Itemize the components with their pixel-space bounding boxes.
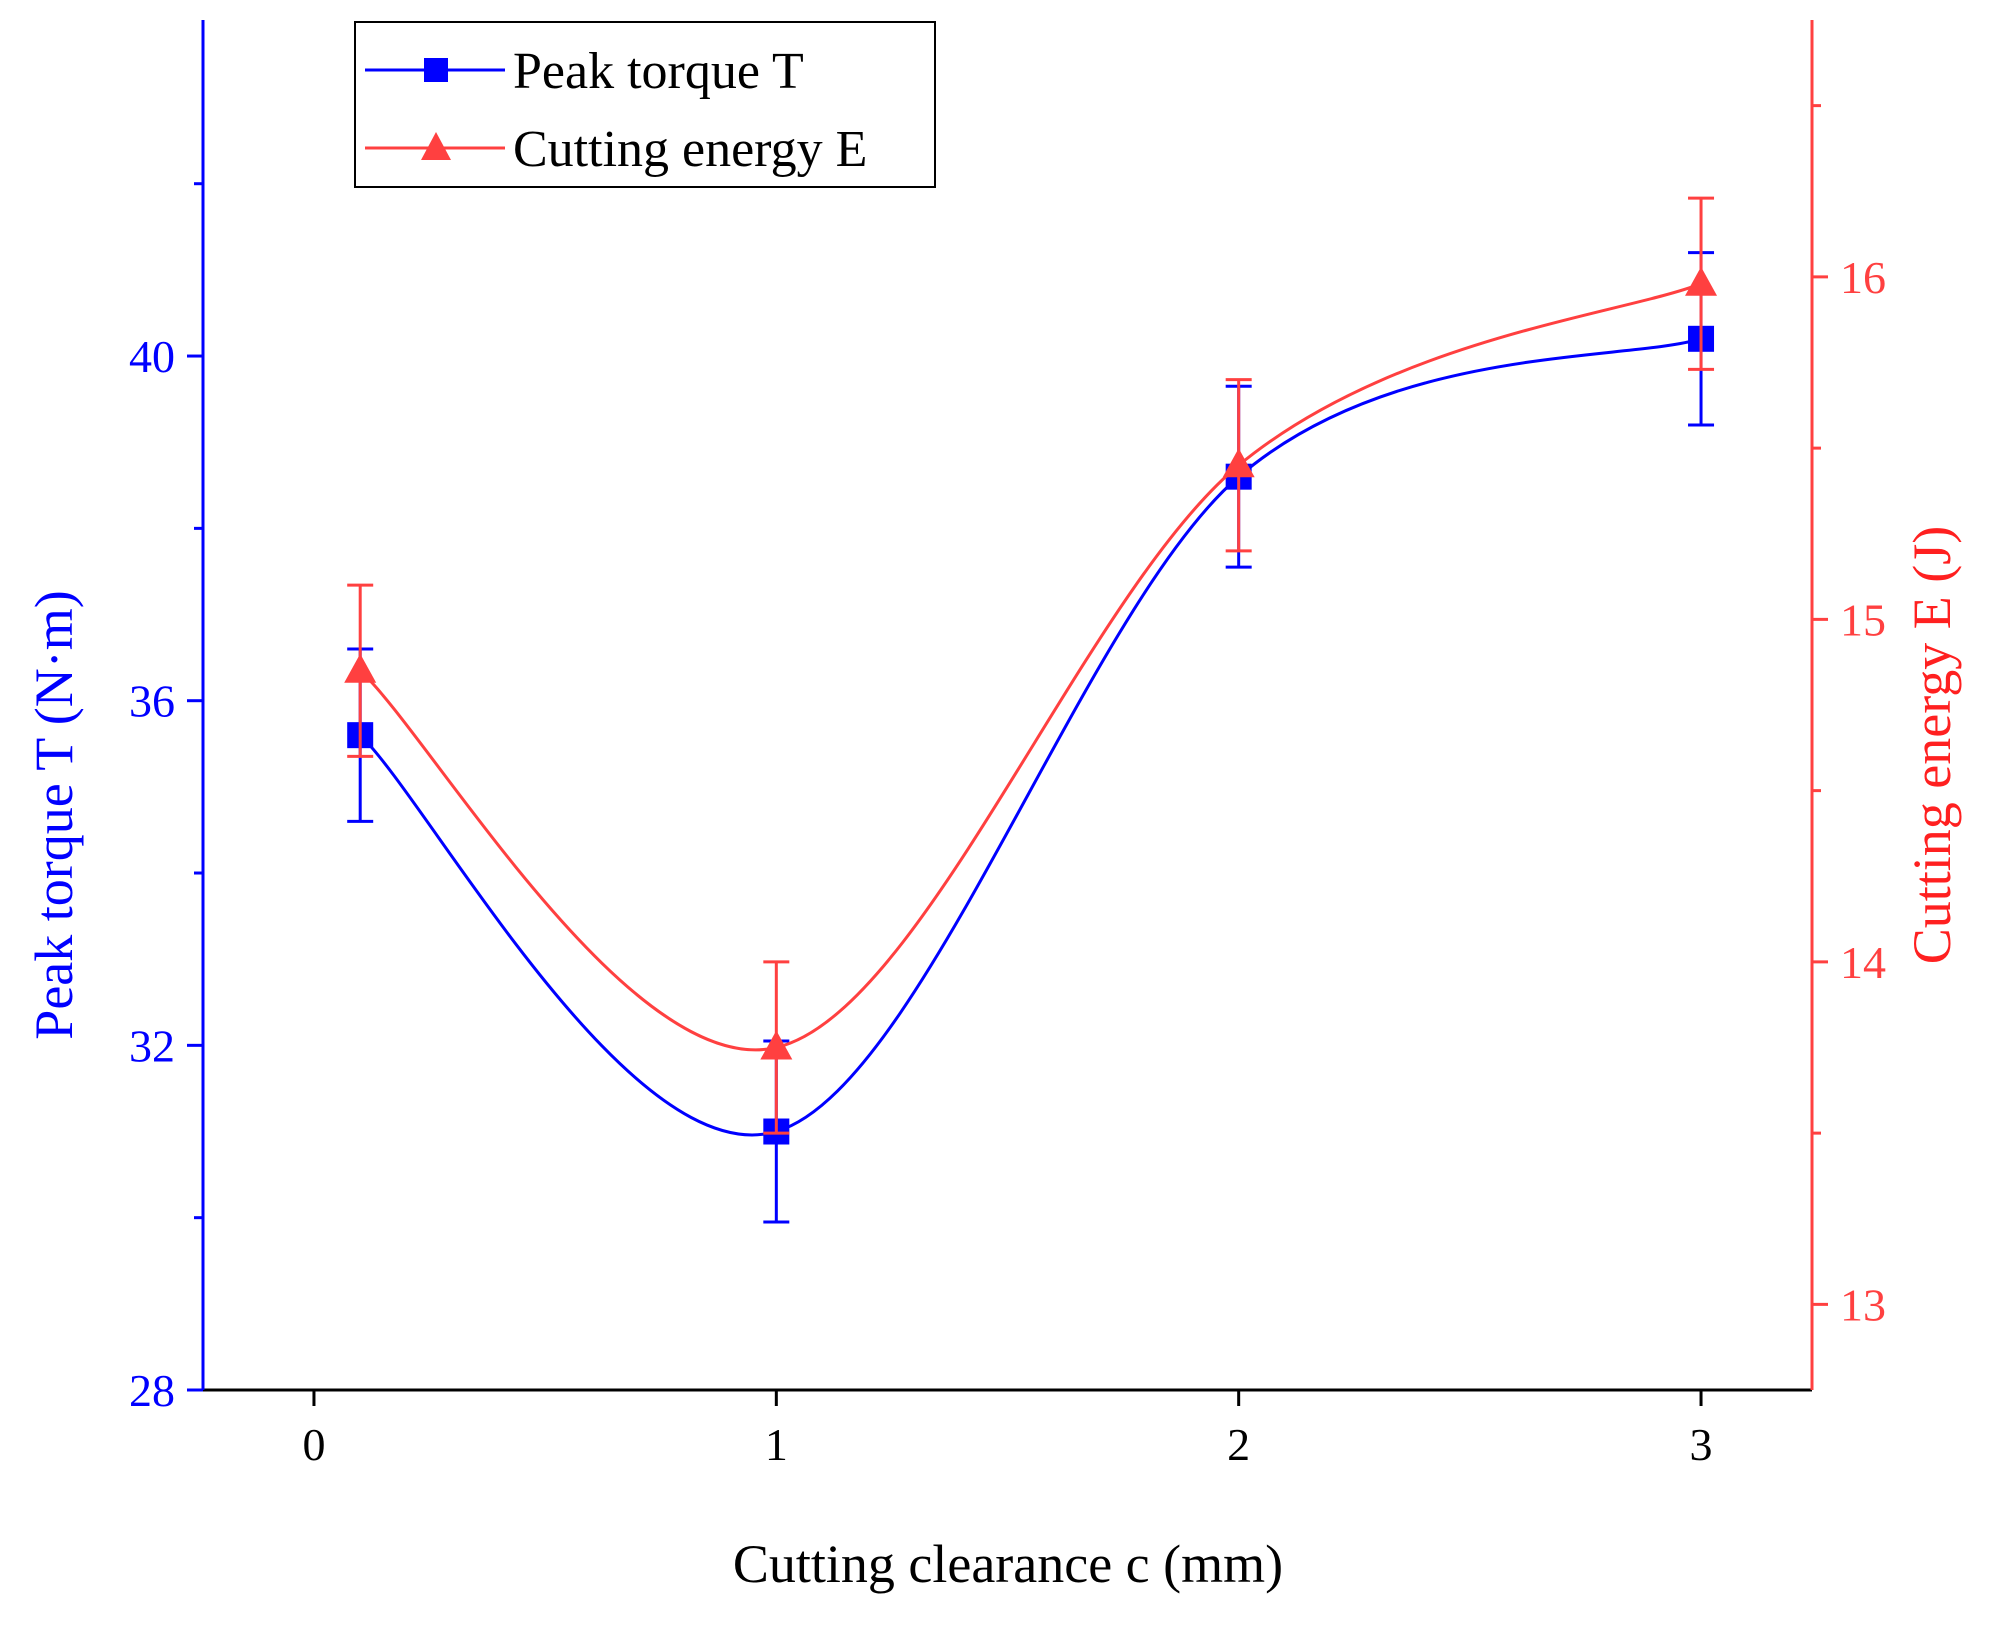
legend: Peak torque T Cutting energy E (354, 21, 936, 188)
legend-item: Peak torque T (365, 43, 804, 100)
legend-marker (421, 132, 451, 160)
data-point (1685, 266, 1718, 296)
x-tick-label: 2 (1227, 1419, 1250, 1470)
legend-item: Cutting energy E (365, 121, 867, 178)
y-left-tick-label: 36 (129, 676, 175, 727)
y-right-tick-label: 15 (1840, 594, 1886, 645)
series-layer (344, 196, 1718, 1224)
legend-marker (424, 58, 448, 82)
series-cutting-energy (344, 196, 1718, 1135)
ticks-layer: 0 1 2 3 28 32 36 40 13 14 15 16 (129, 104, 1886, 1470)
legend-label: Peak torque T (513, 43, 804, 100)
y-left-tick-label: 32 (129, 1020, 175, 1071)
x-tick-label: 3 (1690, 1419, 1713, 1470)
series-peak-torque (347, 251, 1715, 1224)
data-point (344, 653, 377, 683)
data-point (760, 1030, 793, 1060)
legend-label: Cutting energy E (513, 121, 867, 178)
series-line (359, 282, 1702, 1052)
legend-box (354, 21, 936, 188)
y-right-tick-label: 13 (1840, 1279, 1886, 1330)
y-right-tick-label: 14 (1840, 937, 1886, 988)
plot-frame (201, 20, 1814, 1392)
data-point (1222, 448, 1255, 478)
y-left-tick-label: 28 (129, 1365, 175, 1416)
x-tick-label: 0 (302, 1419, 325, 1470)
y-right-tick-label: 16 (1840, 252, 1886, 303)
y-left-tick-label: 40 (129, 331, 175, 382)
y-axis-left-label: Peak torque T (N·m) (24, 590, 84, 1039)
x-tick-label: 1 (765, 1419, 788, 1470)
series-line (359, 337, 1702, 1137)
x-axis-label: Cutting clearance c (mm) (733, 1534, 1283, 1594)
y-axis-right-label: Cutting energy E (J) (1902, 526, 1962, 964)
